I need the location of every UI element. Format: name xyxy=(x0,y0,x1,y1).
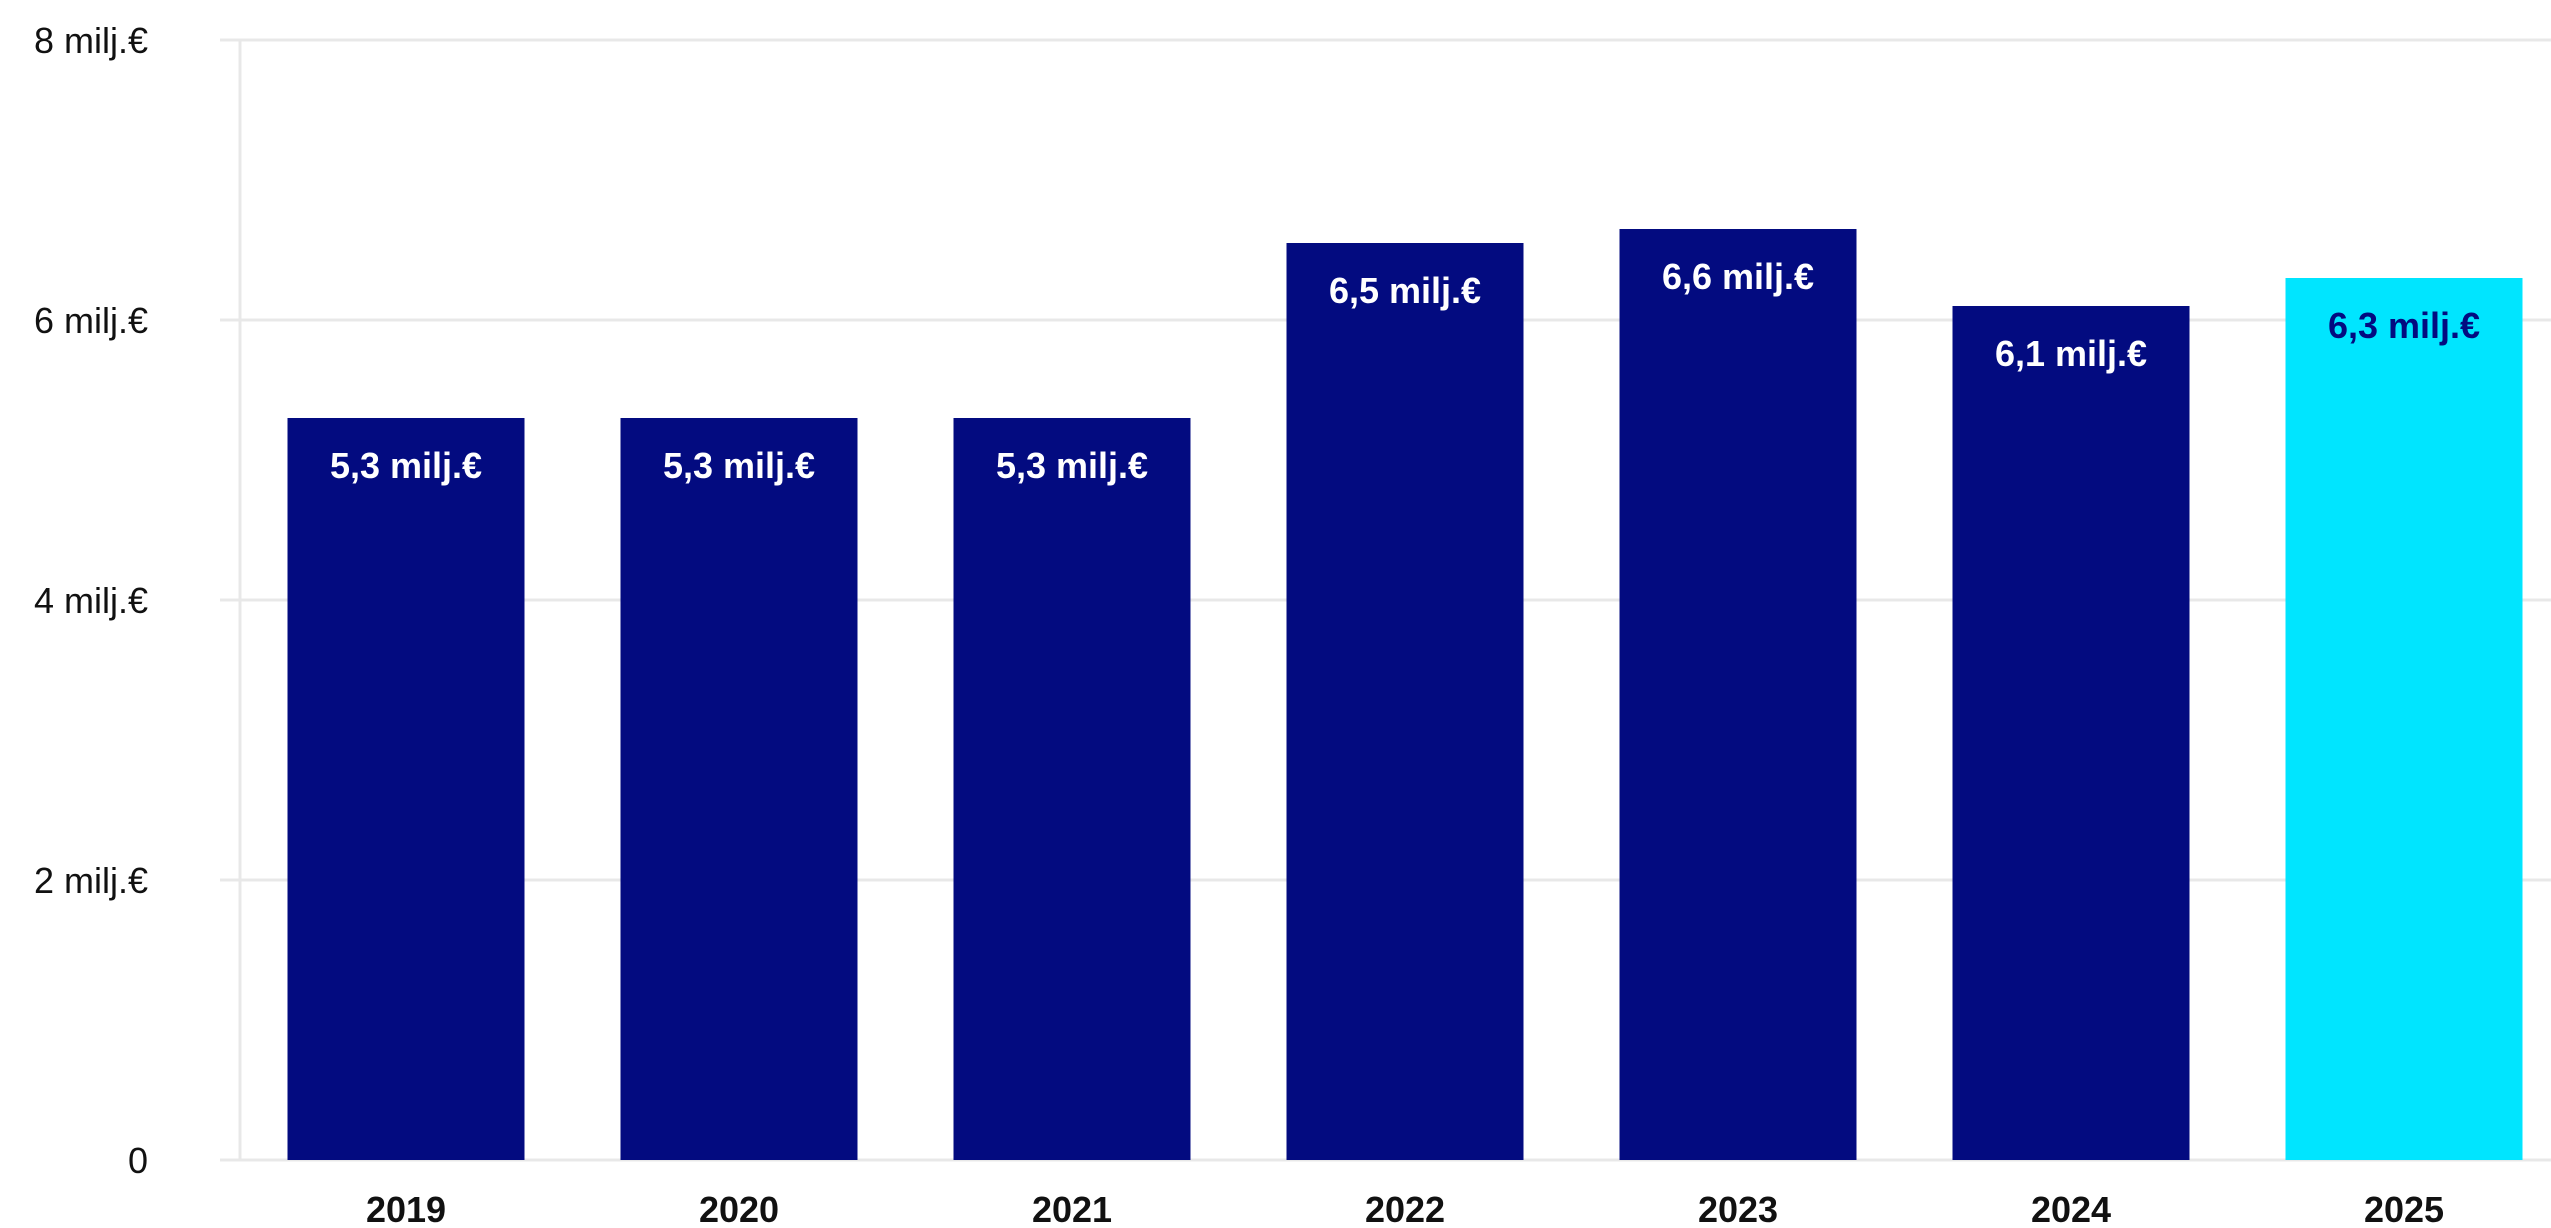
y-tick-label: 2 milj.€ xyxy=(34,860,148,901)
y-tick-label: 0 xyxy=(128,1140,148,1181)
bar-2021 xyxy=(953,418,1191,1160)
bar-2020 xyxy=(620,418,858,1160)
x-tick-label-2019: 2019 xyxy=(366,1189,446,1228)
y-tick-label: 8 milj.€ xyxy=(34,20,148,61)
bars xyxy=(287,229,2523,1160)
y-tick-label: 4 milj.€ xyxy=(34,580,148,621)
data-label-2022: 6,5 milj.€ xyxy=(1329,270,1481,311)
data-label-2023: 6,6 milj.€ xyxy=(1662,256,1814,297)
x-tick-labels: 2019 2020 2021 2022 2023 2024 2025 xyxy=(366,1189,2444,1228)
y-tick-labels: 0 2 milj.€ 4 milj.€ 6 milj.€ 8 milj.€ xyxy=(34,20,148,1181)
bar-2019 xyxy=(287,418,525,1160)
x-tick-label-2021: 2021 xyxy=(1032,1189,1112,1228)
data-label-2021: 5,3 milj.€ xyxy=(996,445,1148,486)
y-tick-label: 6 milj.€ xyxy=(34,300,148,341)
bar-2024 xyxy=(1952,306,2190,1160)
x-tick-label-2025: 2025 xyxy=(2364,1189,2444,1228)
bar-2025 xyxy=(2285,278,2523,1160)
bar-2022 xyxy=(1286,243,1524,1160)
x-tick-label-2024: 2024 xyxy=(2031,1189,2111,1228)
data-labels: 5,3 milj.€ 5,3 milj.€ 5,3 milj.€ 6,5 milj.€… xyxy=(330,256,2480,486)
data-label-2019: 5,3 milj.€ xyxy=(330,445,482,486)
data-label-2024: 6,1 milj.€ xyxy=(1995,333,2147,374)
x-tick-label-2023: 2023 xyxy=(1698,1189,1778,1228)
data-label-2025: 6,3 milj.€ xyxy=(2328,305,2480,346)
bar-2023 xyxy=(1619,229,1857,1160)
x-tick-label-2020: 2020 xyxy=(699,1189,779,1228)
data-label-2020: 5,3 milj.€ xyxy=(663,445,815,486)
x-tick-label-2022: 2022 xyxy=(1365,1189,1445,1228)
